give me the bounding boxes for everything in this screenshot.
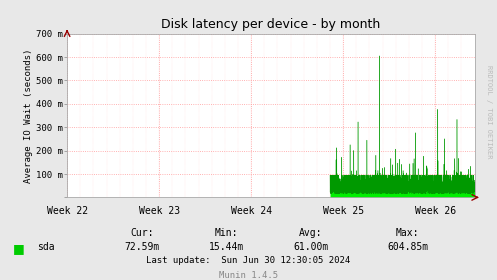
Y-axis label: Average IO Wait (seconds): Average IO Wait (seconds) — [24, 48, 33, 183]
Title: Disk latency per device - by month: Disk latency per device - by month — [161, 18, 381, 31]
Text: Week 24: Week 24 — [231, 206, 272, 216]
Text: Week 25: Week 25 — [323, 206, 364, 216]
Text: Avg:: Avg: — [299, 228, 323, 238]
Text: Max:: Max: — [396, 228, 419, 238]
Text: 604.85m: 604.85m — [387, 242, 428, 252]
Text: 72.59m: 72.59m — [124, 242, 159, 252]
Text: Munin 1.4.5: Munin 1.4.5 — [219, 271, 278, 280]
Text: 61.00m: 61.00m — [293, 242, 328, 252]
Text: Min:: Min: — [214, 228, 238, 238]
Text: Week 22: Week 22 — [47, 206, 87, 216]
Text: Week 26: Week 26 — [414, 206, 456, 216]
Text: 15.44m: 15.44m — [209, 242, 244, 252]
Text: Last update:  Sun Jun 30 12:30:05 2024: Last update: Sun Jun 30 12:30:05 2024 — [147, 256, 350, 265]
Text: Week 23: Week 23 — [139, 206, 180, 216]
Text: ■: ■ — [12, 242, 24, 255]
Text: RRDTOOL / TOBI OETIKER: RRDTOOL / TOBI OETIKER — [486, 65, 492, 159]
Text: Cur:: Cur: — [130, 228, 154, 238]
Text: sda: sda — [37, 242, 55, 252]
